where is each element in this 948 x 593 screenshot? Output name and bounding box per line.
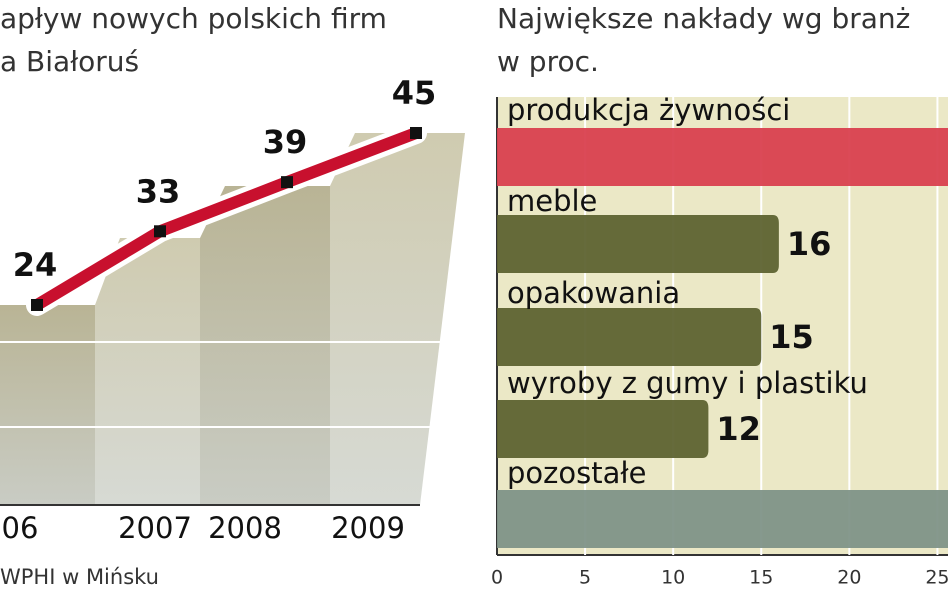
line: [31, 127, 422, 311]
x-tick-label: 0: [491, 567, 503, 589]
source: WPHI w Mińsku: [0, 565, 159, 589]
marker: [410, 127, 422, 140]
x-tick-label: 20: [837, 567, 861, 589]
bar: [497, 400, 709, 458]
value-label: 45: [392, 74, 437, 112]
bars: [497, 97, 948, 555]
category-label: pozostałe: [507, 456, 646, 490]
value-label: 39: [263, 123, 308, 161]
category-label: wyroby z gumy i plastiku: [507, 366, 868, 400]
left-subtitle: a Białoruś: [0, 45, 139, 78]
x-tick-label: 25: [925, 567, 948, 589]
category-label: meble: [507, 184, 597, 218]
value-label: 24: [13, 246, 58, 284]
x-tick-label: 06: [2, 511, 39, 545]
x-tick-label: 2007: [118, 511, 192, 545]
x-tick-label: 15: [749, 567, 773, 589]
value-label: 12: [716, 410, 761, 448]
bar: [497, 215, 779, 273]
value-label: 15: [769, 318, 814, 356]
category-label: opakowania: [507, 276, 680, 310]
right-title: Największe nakłady wg branż: [497, 2, 910, 35]
x-tick-label: 5: [579, 567, 591, 589]
bar: [497, 308, 762, 366]
value-label: 16: [787, 225, 832, 263]
marker: [281, 176, 293, 189]
bar: [497, 128, 948, 186]
value-label: 33: [136, 172, 181, 210]
left-background: [0, 133, 465, 506]
left-title: apływ nowych polskich firm: [0, 2, 387, 35]
x-tick-label: 2008: [208, 511, 282, 545]
category-label: produkcja żywności: [507, 93, 790, 127]
bar: [497, 490, 948, 548]
marker: [154, 225, 166, 238]
x-tick-label: 10: [661, 567, 685, 589]
marker: [31, 299, 43, 311]
right-subtitle: w proc.: [497, 45, 599, 78]
x-tick-label: 2009: [331, 511, 405, 545]
